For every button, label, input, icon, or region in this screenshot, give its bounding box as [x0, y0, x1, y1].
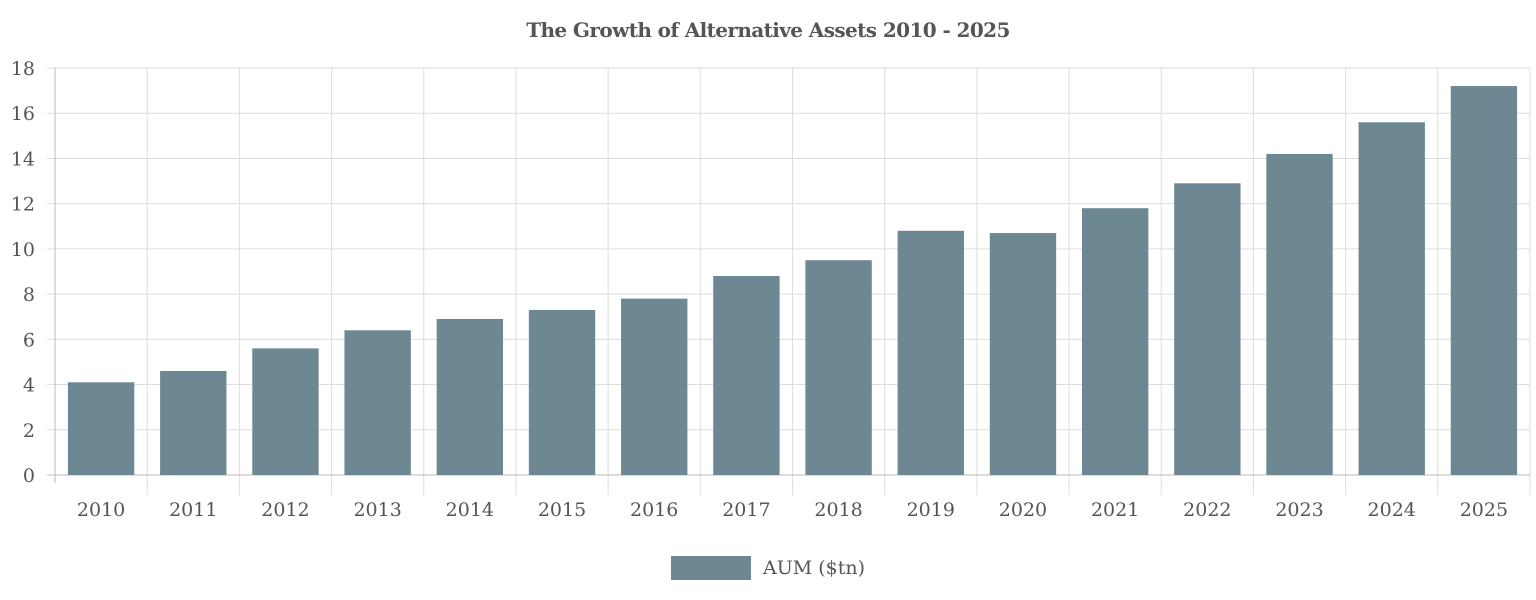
bar-2019[interactable]: [897, 230, 964, 475]
x-tick-label: 2017: [722, 499, 770, 521]
bar-2020[interactable]: [989, 233, 1057, 475]
bar-2023[interactable]: [1266, 153, 1333, 475]
bar-2022[interactable]: [1174, 183, 1241, 476]
bar-2016[interactable]: [621, 298, 688, 475]
x-tick-label: 2011: [169, 499, 217, 521]
x-tick-labels: 2010 2011 2012 2013 2014 2015 2016 2017 2018 2019…: [77, 499, 1508, 521]
y-tick-label: 14: [11, 148, 35, 170]
x-tick-label: 2019: [907, 499, 955, 521]
y-tick-label: 6: [23, 329, 35, 351]
bar-2012[interactable]: [252, 348, 319, 475]
x-tick-label: 2016: [630, 499, 678, 521]
legend-label: AUM ($tn): [762, 557, 865, 579]
bar-2025[interactable]: [1450, 86, 1518, 475]
x-tick-label: 2010: [77, 499, 125, 521]
legend[interactable]: AUM ($tn): [670, 556, 865, 580]
bar-2021[interactable]: [1081, 208, 1149, 475]
bar-2014[interactable]: [436, 318, 504, 475]
x-tick-label: 2013: [353, 499, 401, 521]
chart-title: The Growth of Alternative Assets 2010 - …: [526, 18, 1010, 42]
bar-2024[interactable]: [1358, 122, 1425, 476]
x-tick-label: 2012: [261, 499, 309, 521]
x-tick-label: 2014: [446, 499, 494, 521]
legend-swatch: [670, 556, 751, 580]
y-tick-labels: 0 2 4 6 8 10 12 14 16 18: [11, 58, 35, 487]
y-tick-label: 8: [23, 284, 35, 306]
y-tick-label: 16: [11, 103, 35, 125]
x-tick-label: 2025: [1460, 499, 1508, 521]
bar-2011[interactable]: [160, 370, 227, 475]
y-tick-label: 2: [23, 420, 35, 442]
bars: [67, 86, 1518, 476]
bar-2013[interactable]: [344, 330, 411, 475]
bar-2015[interactable]: [528, 309, 596, 475]
x-tick-label: 2018: [814, 499, 862, 521]
x-tick-label: 2023: [1275, 499, 1323, 521]
bar-2017[interactable]: [713, 276, 780, 475]
y-tick-label: 12: [11, 194, 35, 216]
y-tick-label: 0: [23, 465, 35, 487]
bar-2010[interactable]: [67, 382, 135, 475]
y-tick-label: 18: [11, 58, 35, 80]
y-tick-label: 10: [11, 239, 35, 261]
bar-2018[interactable]: [805, 260, 872, 475]
x-tick-label: 2020: [999, 499, 1047, 521]
y-tick-label: 4: [23, 375, 35, 397]
x-tick-label: 2015: [538, 499, 586, 521]
x-tick-label: 2021: [1091, 499, 1139, 521]
x-tick-label: 2024: [1368, 499, 1416, 521]
x-tick-label: 2022: [1183, 499, 1231, 521]
